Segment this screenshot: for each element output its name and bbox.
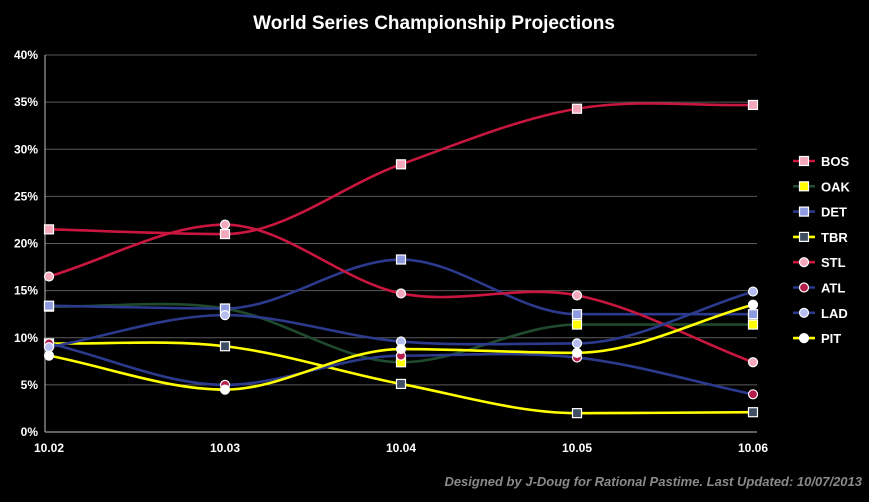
y-tick-label: 0% [21,425,39,439]
legend-label: BOS [821,154,850,169]
y-axis: 0% 5% 10% 15% 20% 25% 30% 35% 40% [14,48,46,439]
legend-item-oak: OAK [793,179,851,194]
legend-item-bos: BOS [793,154,850,169]
data-point-tbr [747,407,759,418]
y-tick-label: 15% [14,284,38,298]
legend-item-tbr: TBR [793,230,848,245]
legend-swatch-marker [798,307,810,318]
legend-swatch-marker [798,282,810,293]
data-point-tbr [395,378,407,390]
legend-item-det: DET [793,205,847,220]
data-point-pit [43,350,55,361]
data-point-bos [395,159,407,170]
data-point-pit [747,299,759,310]
legend-item-atl: ATL [793,281,845,296]
data-point-lad [219,310,231,321]
data-point-tbr [571,408,583,419]
legend-swatch-marker [798,333,810,344]
data-point-bos [571,103,583,114]
legend-swatch-marker [798,231,810,242]
legend-label: OAK [821,179,851,194]
x-axis: 10.02 10.03 10.04 10.05 10.06 [34,441,768,455]
data-point-pit [571,347,583,358]
x-tick-label: 10.04 [386,441,416,455]
legend-label: LAD [821,306,848,321]
data-point-tbr [219,341,231,352]
data-point-stl [395,288,407,299]
legend-label: PIT [821,331,841,346]
y-tick-label: 10% [14,331,38,345]
data-point-det [43,300,55,311]
y-tick-label: 5% [21,378,39,392]
y-tick-label: 20% [14,237,38,251]
x-tick-label: 10.03 [210,441,240,455]
chart-footnote: Designed by J-Doug for Rational Pastime.… [444,474,862,489]
data-point-det [395,254,407,265]
data-point-det [571,309,583,320]
data-point-bos [747,99,759,111]
data-point-pit [395,343,407,355]
grid [45,54,757,433]
legend-label: TBR [821,230,848,245]
data-point-oak [747,319,759,330]
series-markers [43,99,759,419]
legend-label: STL [821,255,846,270]
legend-label: ATL [821,281,845,296]
data-point-lad [747,286,759,297]
legend: BOS OAK DET TBR STL ATL LAD PIT [793,154,851,346]
legend-label: DET [821,205,847,220]
data-point-pit [219,384,231,395]
legend-swatch-marker [798,206,810,217]
x-tick-label: 10.06 [738,441,768,455]
legend-swatch-marker [798,181,810,192]
data-point-stl [43,271,55,282]
data-point-stl [747,357,759,368]
data-point-stl [571,290,583,301]
legend-swatch-marker [798,257,810,268]
data-point-stl [219,219,231,230]
legend-item-lad: LAD [793,306,848,321]
y-tick-label: 30% [14,142,38,156]
y-tick-label: 40% [14,48,38,62]
y-tick-label: 35% [14,95,38,109]
y-tick-label: 25% [14,189,38,203]
data-point-bos [219,228,231,240]
data-point-oak [571,319,583,330]
x-tick-label: 10.02 [34,441,64,455]
data-point-bos [43,224,55,235]
legend-item-pit: PIT [793,331,841,346]
data-point-det [747,309,759,320]
legend-item-stl: STL [793,255,846,270]
data-point-atl [747,389,759,400]
data-point-lad [43,342,55,353]
x-tick-label: 10.05 [562,441,592,455]
data-point-lad [571,338,583,349]
legend-swatch-marker [798,155,810,167]
chart-title: World Series Championship Projections [253,13,615,34]
